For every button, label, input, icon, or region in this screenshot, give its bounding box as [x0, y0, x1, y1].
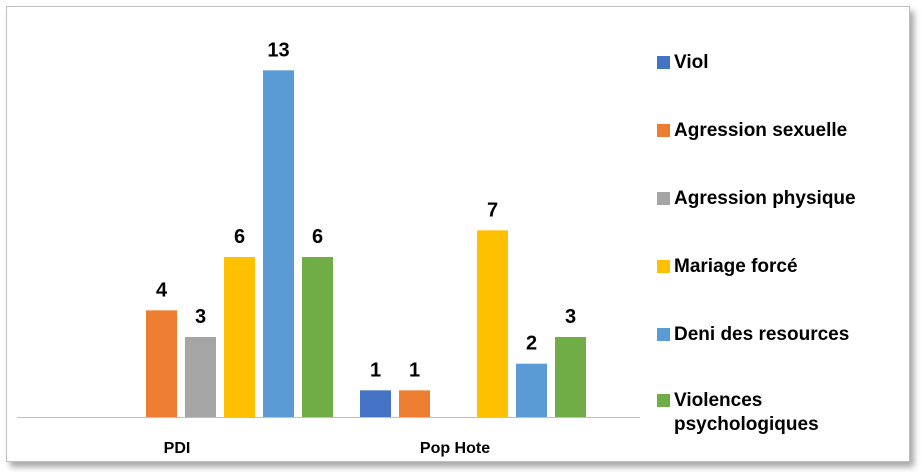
data-label: 7 [487, 199, 498, 221]
legend: Viol Agression sexuelle Agression physique… [657, 7, 917, 467]
bar-agression-sexuelle-pop-hote [399, 390, 430, 417]
legend-item: Mariage forcé [657, 255, 909, 279]
legend-item: Viol [657, 51, 909, 75]
data-label: 13 [267, 39, 289, 61]
legend-item: Agression physique [657, 187, 909, 211]
data-label: 3 [565, 306, 576, 328]
bar-mariage-forc--pdi [224, 257, 255, 417]
data-label: 4 [156, 279, 168, 301]
bar-deni-des-resources-pop-hote [516, 363, 547, 417]
bar-viol-pop-hote [360, 390, 391, 417]
data-label: 6 [312, 226, 323, 248]
legend-label: Agression sexuelle [674, 120, 848, 141]
data-label: 3 [195, 306, 206, 328]
bar-chart: 4 3 6 13 6 1 1 7 2 3 PDI Pop Hote [17, 39, 640, 457]
data-label: 6 [234, 226, 245, 248]
bar-violences-psychologiques-pdi [302, 257, 333, 417]
legend-swatch [657, 260, 670, 273]
legend-item: Violences psychologiques [657, 389, 909, 437]
legend-item: Deni des resources [657, 323, 909, 347]
chart-frame: 4 3 6 13 6 1 1 7 2 3 PDI Pop Hote Viol Agression se… [6, 6, 910, 462]
legend-swatch [657, 56, 670, 69]
legend-swatch [657, 328, 670, 341]
legend-label: Viol [674, 52, 709, 73]
bars-layer [146, 70, 586, 418]
category-labels-layer: PDI Pop Hote [164, 440, 491, 457]
bar-mariage-forc--pop-hote [477, 230, 508, 417]
legend-label: Mariage forcé [674, 256, 798, 277]
legend-label: Violences psychologiques [674, 390, 819, 435]
legend-item: Agression sexuelle [657, 119, 909, 143]
legend-swatch [657, 394, 670, 407]
category-label: Pop Hote [420, 440, 490, 457]
category-label: PDI [164, 440, 191, 457]
data-labels-layer: 4 3 6 13 6 1 1 7 2 3 [156, 39, 576, 381]
data-label: 2 [526, 333, 537, 355]
legend-label: Agression physique [674, 188, 856, 209]
data-label: 1 [370, 359, 381, 381]
legend-swatch [657, 192, 670, 205]
bar-agression-physique-pdi [185, 337, 216, 417]
legend-label: Deni des resources [674, 324, 850, 345]
bar-agression-sexuelle-pdi [146, 310, 177, 417]
bar-deni-des-resources-pdi [263, 70, 294, 418]
data-label: 1 [409, 359, 420, 381]
bar-violences-psychologiques-pop-hote [555, 337, 586, 417]
legend-swatch [657, 124, 670, 137]
